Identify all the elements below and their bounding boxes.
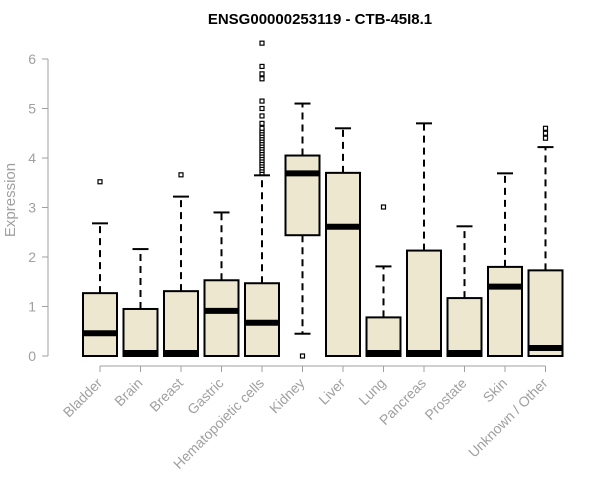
outlier-point	[542, 125, 549, 131]
y-tick-label: 1	[28, 299, 36, 315]
x-tick-label: Brain	[111, 375, 145, 409]
x-tick-label: Prostate	[421, 375, 469, 423]
x-tick-label: Skin	[480, 375, 511, 406]
plot-area	[82, 40, 564, 359]
y-tick-label: 5	[28, 101, 36, 117]
y-tick-label: 6	[28, 51, 36, 67]
box-body	[82, 292, 118, 358]
outlier-point	[259, 71, 265, 77]
x-tick-label: Breast	[146, 375, 186, 415]
box-pancreas	[406, 122, 442, 357]
y-tick-label: 3	[28, 200, 36, 216]
box-bladder	[82, 179, 118, 358]
outlier-point	[259, 40, 265, 46]
box-kidney	[284, 102, 321, 359]
outlier-point	[259, 105, 265, 112]
y-tick-label: 2	[28, 249, 36, 265]
y-axis-label: Expression	[2, 163, 19, 237]
outlier-point	[542, 135, 549, 141]
box-body	[203, 279, 240, 358]
box-body	[244, 282, 280, 357]
x-tick-label: Lung	[355, 375, 388, 408]
box-body	[406, 249, 442, 357]
outlier-point	[380, 204, 387, 210]
y-axis: 0 1 2 3 4 5 6	[28, 51, 49, 364]
box-brain	[122, 248, 159, 358]
box-unknown-other	[527, 125, 564, 357]
box-body	[446, 297, 483, 357]
box-gastric	[203, 211, 240, 358]
outlier-point	[259, 76, 265, 82]
outlier-point	[259, 63, 265, 70]
box-hematopoietic-cells	[244, 40, 280, 357]
outlier-point	[259, 98, 265, 104]
y-tick-label: 0	[28, 348, 36, 364]
box-body	[487, 265, 523, 357]
outlier-point	[299, 353, 306, 359]
box-body	[122, 307, 159, 358]
box-breast	[163, 172, 199, 357]
y-tick-label: 4	[28, 150, 36, 166]
box-body	[325, 171, 361, 357]
outlier-point	[542, 130, 549, 136]
outlier-point	[259, 113, 265, 119]
box-liver	[325, 127, 361, 357]
box-body	[527, 269, 564, 357]
box-prostate	[446, 225, 483, 357]
box-lung	[365, 204, 402, 358]
x-tick-label: Bladder	[60, 375, 106, 421]
box-body	[284, 154, 321, 237]
outlier-point	[97, 179, 103, 185]
x-tick-label: Liver	[315, 375, 348, 408]
box-skin	[487, 172, 523, 357]
box-body	[163, 290, 199, 357]
outlier-point	[259, 120, 265, 126]
outlier-point	[178, 172, 184, 178]
chart-title: ENSG00000253119 - CTB-45I8.1	[208, 11, 432, 28]
x-tick-label: Kidney	[266, 375, 308, 417]
outlier-point	[259, 125, 265, 131]
